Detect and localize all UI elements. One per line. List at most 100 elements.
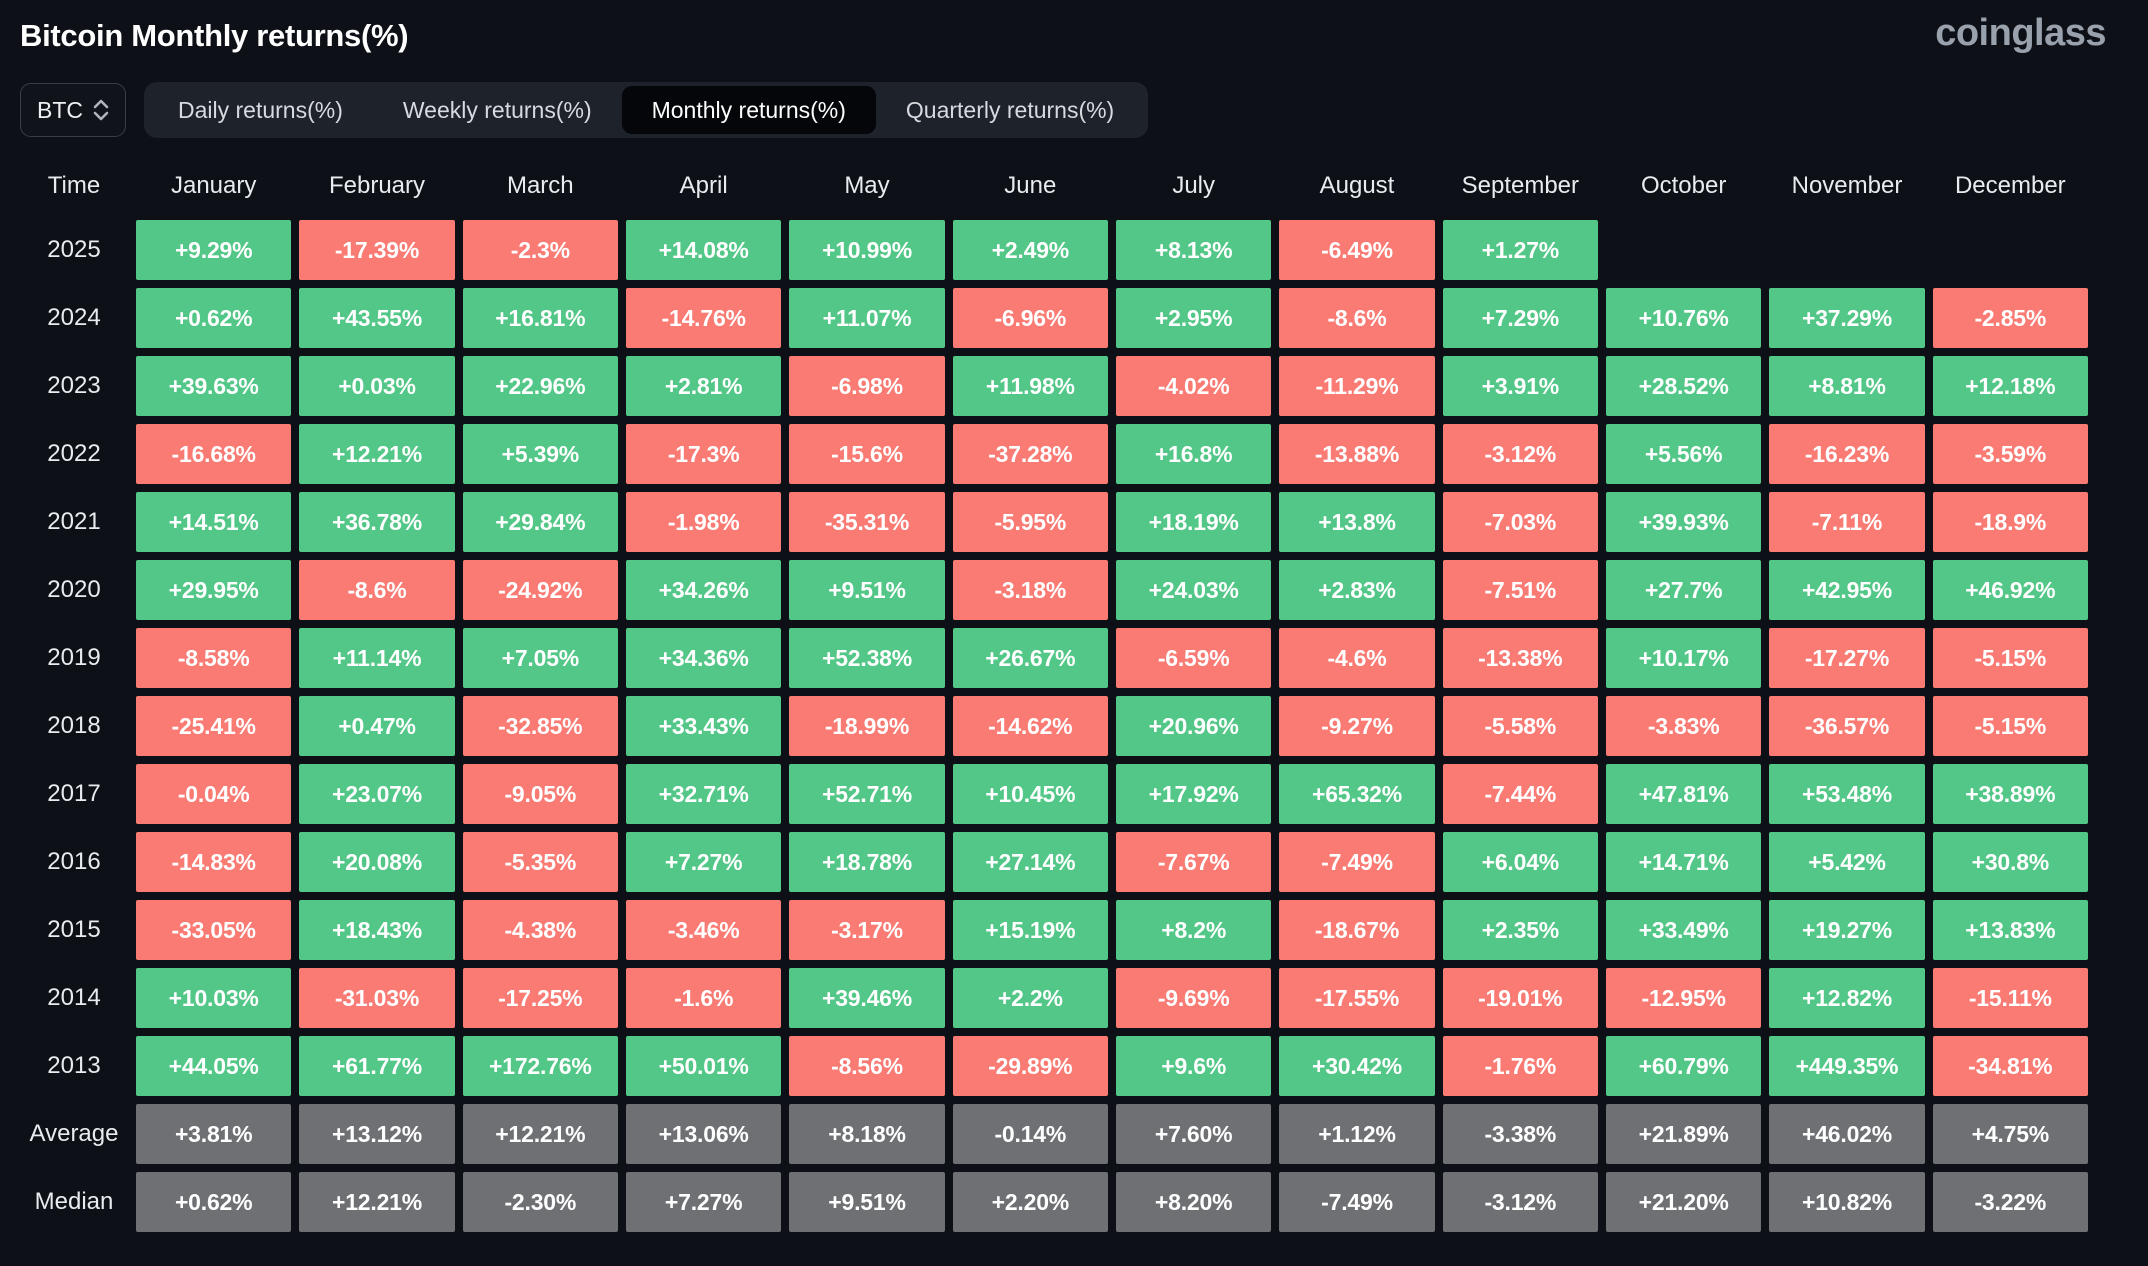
- row-label: 2021: [47, 508, 101, 535]
- return-cell: +13.83%: [1932, 900, 2088, 960]
- return-cell: -4.38%: [462, 900, 618, 960]
- table-row-2022: 2022 -16.68% +12.21% +5.39% -17.3% -15.6% -37.…: [20, 424, 2088, 484]
- return-cell: -3.59%: [1932, 424, 2088, 484]
- row-label: 2025: [47, 236, 101, 263]
- return-cell: +8.20%: [1115, 1172, 1272, 1232]
- return-cell: +2.20%: [952, 1172, 1108, 1232]
- return-cell: -37.28%: [952, 424, 1108, 484]
- coin-selector-value: BTC: [37, 96, 83, 123]
- return-cell: -12.95%: [1605, 968, 1762, 1028]
- return-cell: +47.81%: [1605, 764, 1762, 824]
- return-cell: -9.27%: [1279, 696, 1435, 756]
- return-cell: +27.14%: [952, 832, 1108, 892]
- table-row-2020: 2020 +29.95% -8.6% -24.92% +34.26% +9.51% -3.1…: [20, 560, 2088, 620]
- return-cell: +0.47%: [299, 696, 455, 756]
- return-cell: -14.76%: [625, 288, 782, 348]
- column-header-july: July: [1172, 172, 1215, 199]
- return-cell: -32.85%: [462, 696, 618, 756]
- return-cell: -16.23%: [1769, 424, 1925, 484]
- return-cell: +0.62%: [136, 1172, 292, 1232]
- column-header-november: November: [1791, 172, 1903, 199]
- return-cell: +4.75%: [1932, 1104, 2088, 1164]
- return-cell: +37.29%: [1769, 288, 1925, 348]
- return-cell: +32.71%: [625, 764, 782, 824]
- return-cell: +38.89%: [1932, 764, 2088, 824]
- return-cell: -14.62%: [952, 696, 1108, 756]
- return-cell: -2.85%: [1932, 288, 2088, 348]
- return-cell: +39.93%: [1605, 492, 1762, 552]
- return-cell: +0.03%: [299, 356, 455, 416]
- column-header-april: April: [679, 172, 728, 199]
- return-cell: -17.25%: [462, 968, 618, 1028]
- return-cell: +46.02%: [1769, 1104, 1925, 1164]
- row-label: Average: [29, 1120, 119, 1147]
- table-row-median: Median +0.62% +12.21% -2.30% +7.27% +9.51% +2.…: [20, 1172, 2088, 1232]
- return-cell: -15.11%: [1932, 968, 2088, 1028]
- return-cell: +12.82%: [1769, 968, 1925, 1028]
- return-cell: -19.01%: [1442, 968, 1598, 1028]
- return-cell: -3.22%: [1932, 1172, 2088, 1232]
- return-cell: -1.76%: [1442, 1036, 1598, 1096]
- return-cell: +5.42%: [1769, 832, 1925, 892]
- column-header-june: June: [1004, 172, 1057, 199]
- return-cell: -7.44%: [1442, 764, 1598, 824]
- return-cell: +14.71%: [1605, 832, 1762, 892]
- return-cell: -25.41%: [136, 696, 292, 756]
- return-cell: +2.83%: [1279, 560, 1435, 620]
- return-cell: -17.27%: [1769, 628, 1925, 688]
- return-cell: -3.17%: [789, 900, 945, 960]
- return-cell: +53.48%: [1769, 764, 1925, 824]
- return-cell: -6.96%: [952, 288, 1108, 348]
- return-cell: +2.35%: [1442, 900, 1598, 960]
- return-cell: -16.68%: [136, 424, 292, 484]
- tab-quarterly-returns[interactable]: Quarterly returns(%): [905, 96, 1115, 123]
- return-cell: +19.27%: [1769, 900, 1925, 960]
- row-label: Median: [34, 1188, 114, 1215]
- tab-monthly-returns[interactable]: Monthly returns(%): [621, 86, 876, 134]
- column-header-february: February: [328, 172, 426, 199]
- return-cell: +15.19%: [952, 900, 1108, 960]
- return-cell: +20.96%: [1115, 696, 1272, 756]
- return-cell: -6.59%: [1115, 628, 1272, 688]
- return-cell: -17.55%: [1279, 968, 1435, 1028]
- return-cell: +7.60%: [1115, 1104, 1272, 1164]
- returns-table: Time January February March April May June July…: [20, 164, 2088, 1232]
- column-header-may: May: [844, 172, 890, 199]
- return-cell: +18.78%: [789, 832, 945, 892]
- return-cell: +12.21%: [462, 1104, 618, 1164]
- column-header-september: September: [1461, 172, 1580, 199]
- return-cell: +2.95%: [1115, 288, 1272, 348]
- return-cell: +22.96%: [462, 356, 618, 416]
- return-cell: -4.02%: [1115, 356, 1272, 416]
- return-cell: +9.51%: [789, 1172, 945, 1232]
- coin-selector[interactable]: BTC: [20, 83, 126, 137]
- column-header-january: January: [170, 172, 257, 199]
- tab-daily-returns[interactable]: Daily returns(%): [178, 96, 343, 123]
- column-header-time: Time: [47, 172, 101, 199]
- row-label: 2014: [47, 984, 101, 1011]
- return-cell: +5.56%: [1605, 424, 1762, 484]
- page-title: Bitcoin Monthly returns(%): [20, 18, 409, 53]
- table-row-2019: 2019 -8.58% +11.14% +7.05% +34.36% +52.38% +26…: [20, 628, 2088, 688]
- return-cell: +43.55%: [299, 288, 455, 348]
- return-cell: -5.95%: [952, 492, 1108, 552]
- return-cell: +30.8%: [1932, 832, 2088, 892]
- return-cell: +30.42%: [1279, 1036, 1435, 1096]
- return-cell: +44.05%: [136, 1036, 292, 1096]
- return-cell: +7.27%: [625, 1172, 782, 1232]
- controls-bar: BTC Daily returns(%) Weekly returns(%) M…: [20, 82, 2088, 138]
- return-cell: -7.49%: [1279, 832, 1435, 892]
- return-cell: +8.81%: [1769, 356, 1925, 416]
- return-cell: -2.3%: [462, 220, 618, 280]
- return-cell: +60.79%: [1605, 1036, 1762, 1096]
- column-header-october: October: [1640, 172, 1727, 199]
- return-cell: +2.81%: [625, 356, 782, 416]
- return-cell: +12.18%: [1932, 356, 2088, 416]
- return-cell: +34.36%: [625, 628, 782, 688]
- tab-weekly-returns[interactable]: Weekly returns(%): [402, 96, 592, 123]
- return-cell: +11.07%: [789, 288, 945, 348]
- return-cell: +13.8%: [1279, 492, 1435, 552]
- return-cell: +1.27%: [1442, 220, 1598, 280]
- table-row-2018: 2018 -25.41% +0.47% -32.85% +33.43% -18.99% -1…: [20, 696, 2088, 756]
- row-label: 2013: [47, 1052, 101, 1079]
